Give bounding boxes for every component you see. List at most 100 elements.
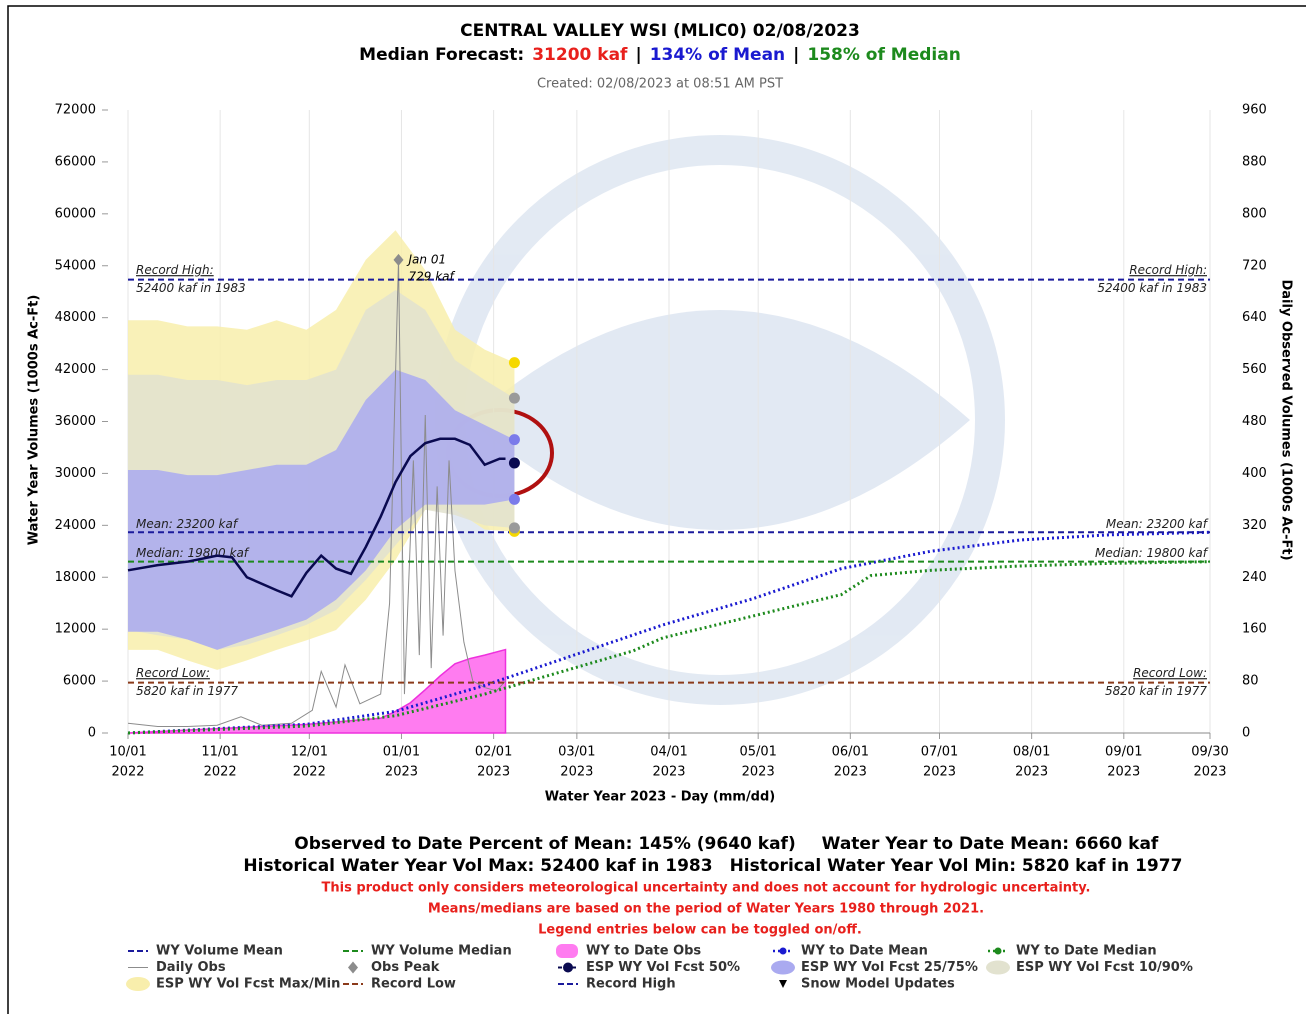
y2-tick-label: 560 xyxy=(1242,362,1267,377)
esp-median-marker xyxy=(508,457,520,469)
legend-item[interactable]: Obs Peak xyxy=(348,960,440,975)
y-tick-label: 18000 xyxy=(55,570,96,585)
legend-item[interactable]: Record High xyxy=(558,977,676,992)
footer-stat: Historical Water Year Vol Min: 5820 kaf … xyxy=(730,856,1183,876)
x-tick-year: 2022 xyxy=(293,765,326,780)
watermark-shape xyxy=(470,310,970,530)
esp-marker xyxy=(508,392,520,404)
line-label: 5820 kaf in 1977 xyxy=(1105,684,1207,698)
legend-item[interactable]: WY to Date Obs xyxy=(556,944,701,959)
legend-symbol xyxy=(986,960,1010,975)
x-tick-label: 09/30 xyxy=(1191,745,1228,760)
legend-label: WY to Date Obs xyxy=(586,944,701,959)
legend-item[interactable]: WY to Date Mean xyxy=(773,944,928,959)
x-tick-year: 2023 xyxy=(652,765,685,780)
esp-marker xyxy=(508,357,520,369)
x-tick-label: 07/01 xyxy=(921,745,958,760)
y2-tick-label: 720 xyxy=(1242,258,1267,273)
y-tick-label: 12000 xyxy=(55,622,96,637)
esp-marker xyxy=(508,434,520,446)
x-tick-year: 2023 xyxy=(385,765,418,780)
legend-label: WY Volume Mean xyxy=(156,944,283,959)
y2-tick-label: 960 xyxy=(1242,103,1267,118)
legend-label: WY to Date Median xyxy=(1016,944,1157,959)
legend-symbol xyxy=(994,947,1002,955)
legend-item[interactable]: ESP WY Vol Fcst Max/Min xyxy=(126,977,340,992)
x-tick-label: 01/01 xyxy=(383,745,420,760)
line-label: 52400 kaf in 1983 xyxy=(136,281,246,295)
line-label: Record High: xyxy=(136,263,214,277)
y-tick-label: 60000 xyxy=(55,206,96,221)
line-label: Median: 19800 kaf xyxy=(1095,546,1209,560)
grid xyxy=(127,110,1211,733)
footer-stat: Historical Water Year Vol Max: 52400 kaf… xyxy=(243,856,712,876)
y2-tick-label: 160 xyxy=(1242,622,1267,637)
x-tick-year: 2022 xyxy=(204,765,237,780)
peak-annotation: Jan 01 xyxy=(407,252,447,266)
y2-tick-label: 320 xyxy=(1242,518,1267,533)
legend-label: Snow Model Updates xyxy=(801,977,955,992)
line-label: Mean: 23200 kaf xyxy=(1106,517,1209,531)
legend-item[interactable]: WY Volume Mean xyxy=(128,944,283,959)
legend-item[interactable]: Daily Obs xyxy=(128,960,226,975)
x-tick-label: 10/01 xyxy=(109,745,146,760)
y2-axis-label: Daily Observed Volumes (1000s Ac-Ft) xyxy=(1279,279,1294,560)
y2-tick-label: 800 xyxy=(1242,206,1267,221)
y-tick-label: 42000 xyxy=(55,362,96,377)
legend-label: Record High xyxy=(586,977,676,992)
legend-label: WY Volume Median xyxy=(371,944,512,959)
x-tick-year: 2023 xyxy=(1107,765,1140,780)
subtitle-part: 158% of Median xyxy=(807,45,960,65)
y2-tick-label: 240 xyxy=(1242,570,1267,585)
peak-annotation: 729 kaf xyxy=(409,269,456,283)
y-tick-label: 66000 xyxy=(55,154,96,169)
y-tick-label: 0 xyxy=(88,726,96,741)
legend-label: Obs Peak xyxy=(371,960,440,975)
line-label: 5820 kaf in 1977 xyxy=(136,684,238,698)
subtitle-part: 134% of Mean xyxy=(650,45,785,65)
footer-note: Means/medians are based on the period of… xyxy=(428,902,984,917)
y-axis-label: Water Year Volumes (1000s Ac-Ft) xyxy=(27,295,42,546)
x-tick-label: 09/01 xyxy=(1105,745,1142,760)
legend-item[interactable]: Snow Model Updates xyxy=(779,977,955,992)
x-tick-label: 11/01 xyxy=(201,745,238,760)
y-tick-label: 6000 xyxy=(63,674,96,689)
legend-symbol xyxy=(556,944,578,958)
to-date-line xyxy=(127,530,1211,735)
legend-label: Daily Obs xyxy=(156,960,226,975)
subtitle-part: 31200 kaf xyxy=(532,45,628,65)
legend-item[interactable]: Record Low xyxy=(343,977,456,992)
legend-label: Record Low xyxy=(371,977,456,992)
legend-symbol xyxy=(771,960,795,975)
x-tick-label: 03/01 xyxy=(558,745,595,760)
legend-item[interactable]: ESP WY Vol Fcst 25/75% xyxy=(771,960,978,975)
legend-item[interactable]: ESP WY Vol Fcst 10/90% xyxy=(986,960,1193,975)
x-tick-year: 2023 xyxy=(834,765,867,780)
y-tick-label: 30000 xyxy=(55,466,96,481)
legend-label: ESP WY Vol Fcst 25/75% xyxy=(801,960,978,975)
legend-item[interactable]: WY to Date Median xyxy=(988,944,1157,959)
y2-tick-label: 0 xyxy=(1242,726,1250,741)
x-tick-label: 05/01 xyxy=(739,745,776,760)
x-tick-year: 2022 xyxy=(111,765,144,780)
x-tick-label: 02/01 xyxy=(475,745,512,760)
legend-label: ESP WY Vol Fcst Max/Min xyxy=(156,977,340,992)
observed-volume-line xyxy=(127,437,506,598)
x-tick-year: 2023 xyxy=(477,765,510,780)
line-label: Record Low: xyxy=(136,666,210,680)
legend-item[interactable]: WY Volume Median xyxy=(343,944,512,959)
legend-note: Legend entries below can be toggled on/o… xyxy=(538,923,862,938)
obs-peak-marker xyxy=(393,253,404,266)
legend-symbol xyxy=(126,977,150,991)
x-tick-label: 12/01 xyxy=(291,745,328,760)
legend-label: WY to Date Mean xyxy=(801,944,928,959)
y2-tick-label: 400 xyxy=(1242,466,1267,481)
line-label: Record Low: xyxy=(1133,666,1207,680)
x-tick-year: 2023 xyxy=(560,765,593,780)
line-label: 52400 kaf in 1983 xyxy=(1097,281,1207,295)
legend-symbol xyxy=(348,961,358,974)
legend-item[interactable]: ESP WY Vol Fcst 50% xyxy=(558,960,740,975)
line-label: Record High: xyxy=(1129,263,1207,277)
legend-label: ESP WY Vol Fcst 10/90% xyxy=(1016,960,1193,975)
y2-tick-label: 640 xyxy=(1242,310,1267,325)
